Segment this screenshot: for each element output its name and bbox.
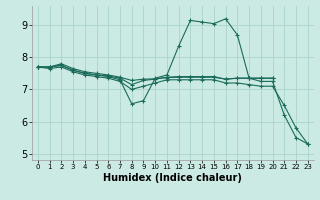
X-axis label: Humidex (Indice chaleur): Humidex (Indice chaleur): [103, 173, 242, 183]
